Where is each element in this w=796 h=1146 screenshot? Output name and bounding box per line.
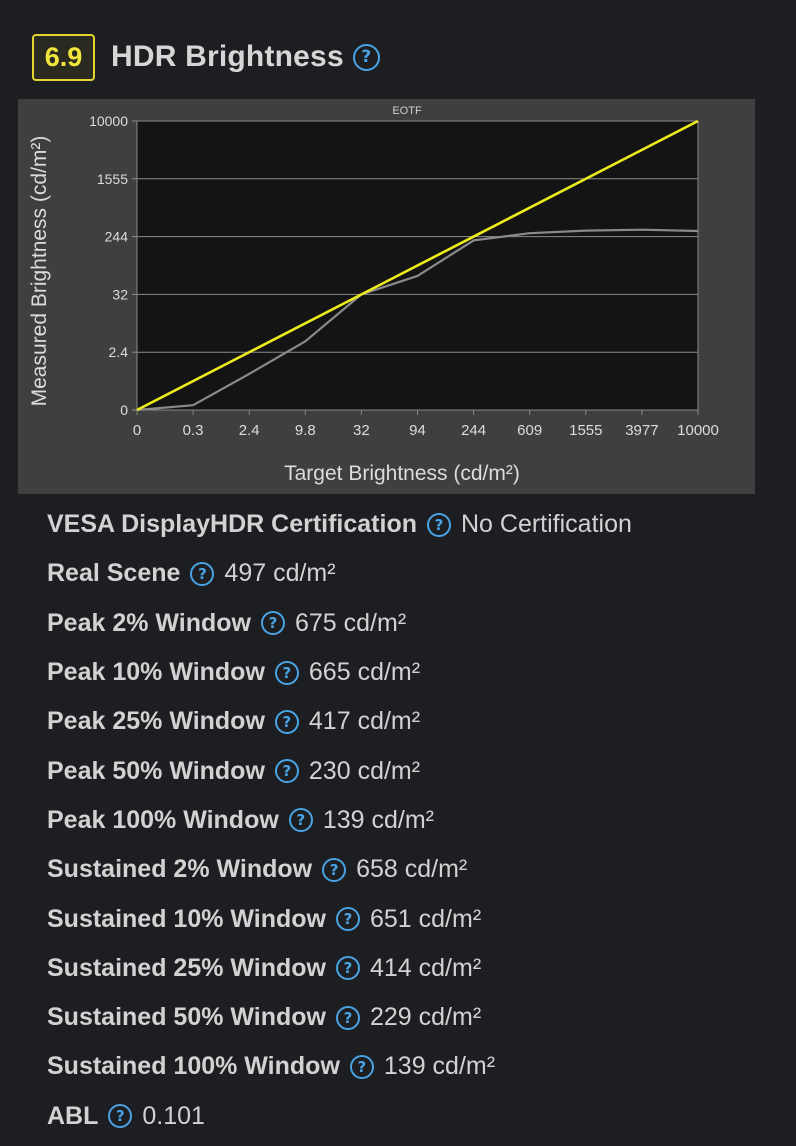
prop-label: VESA DisplayHDR Certification (47, 510, 417, 539)
y-axis-label: Measured Brightness (cd/m²) (28, 136, 51, 407)
prop-row-sustained-2: Sustained 2% Window ? 658 cd/m² (47, 845, 632, 894)
y-tick-label: 1555 (97, 171, 128, 187)
prop-label: Sustained 10% Window (47, 904, 326, 933)
prop-label: Sustained 2% Window (47, 855, 313, 884)
x-tick-label: 0 (133, 422, 141, 439)
prop-value: 139 cd/m² (383, 1052, 496, 1081)
prop-row-peak-2: Peak 2% Window ? 675 cd/m² (47, 599, 632, 648)
help-icon[interactable]: ? (335, 907, 360, 932)
y-tick-label: 32 (112, 286, 128, 302)
prop-value: 658 cd/m² (356, 855, 468, 884)
prop-label: Peak 50% Window (47, 756, 265, 785)
prop-value: 651 cd/m² (369, 904, 482, 933)
prop-label: Sustained 50% Window (47, 1003, 326, 1032)
prop-value: No Certification (460, 510, 632, 539)
prop-row-abl: ABL ? 0.101 (47, 1092, 632, 1141)
help-icon[interactable]: ? (274, 759, 299, 784)
help-icon[interactable]: ? (352, 43, 380, 71)
prop-value: 139 cd/m² (322, 805, 434, 834)
prop-value: 230 cd/m² (308, 756, 421, 785)
prop-label: Peak 25% Window (47, 707, 265, 736)
x-tick-label: 3977 (625, 422, 658, 439)
y-tick-label: 2.4 (109, 344, 129, 360)
prop-value: 414 cd/m² (369, 953, 482, 982)
x-tick-label: 609 (517, 422, 542, 439)
y-tick-label: 0 (120, 402, 128, 418)
help-icon[interactable]: ? (108, 1104, 133, 1129)
chart-title: EOTF (392, 105, 422, 117)
prop-row-real-scene: Real Scene ? 497 cd/m² (47, 549, 632, 598)
eotf-chart: 0 2.4 32 244 1555 10000 0 0.3 2.4 9.8 32 94 244 609 15… (18, 99, 755, 494)
prop-label: Peak 10% Window (47, 658, 265, 687)
x-tick-label: 2.4 (239, 422, 260, 439)
prop-row-peak-25: Peak 25% Window ? 417 cd/m² (47, 697, 632, 746)
help-icon[interactable]: ? (322, 857, 347, 882)
x-tick-label: 1555 (569, 422, 602, 439)
x-axis-label: Target Brightness (cd/m²) (284, 462, 520, 485)
help-icon[interactable]: ? (349, 1054, 374, 1079)
help-icon[interactable]: ? (335, 956, 360, 981)
measured-eotf-line (136, 228, 699, 412)
section-header: 6.9 HDR Brightness ? (32, 33, 380, 81)
prop-row-sustained-10: Sustained 10% Window ? 651 cd/m² (47, 894, 632, 943)
eotf-chart-svg: 0 2.4 32 244 1555 10000 0 0.3 2.4 9.8 32 94 244 609 15… (28, 105, 719, 485)
prop-row-peak-10: Peak 10% Window ? 665 cd/m² (47, 648, 632, 697)
prop-row-sustained-100: Sustained 100% Window ? 139 cd/m² (47, 1042, 632, 1091)
prop-row-sustained-25: Sustained 25% Window ? 414 cd/m² (47, 944, 632, 993)
prop-value: 675 cd/m² (295, 608, 407, 637)
prop-label: Real Scene (47, 559, 181, 588)
prop-label: Sustained 100% Window (47, 1052, 340, 1081)
prop-label: ABL (47, 1101, 99, 1130)
help-icon[interactable]: ? (426, 512, 451, 537)
prop-row-peak-100: Peak 100% Window ? 139 cd/m² (47, 796, 632, 845)
y-tick-label: 244 (105, 229, 129, 245)
prop-label: Peak 100% Window (47, 805, 279, 834)
prop-value: 497 cd/m² (224, 559, 336, 588)
prop-value: 229 cd/m² (369, 1003, 482, 1032)
prop-label: Sustained 25% Window (47, 953, 326, 982)
prop-value: 0.101 (142, 1101, 205, 1130)
score-badge: 6.9 (32, 33, 95, 81)
x-tick-label: 244 (461, 422, 486, 439)
x-tick-label: 0.3 (183, 422, 204, 439)
section-title: HDR Brightness (111, 40, 344, 73)
x-tick-label: 9.8 (295, 422, 316, 439)
prop-row-peak-50: Peak 50% Window ? 230 cd/m² (47, 746, 632, 795)
prop-row-vesa-certification: VESA DisplayHDR Certification ? No Certi… (47, 500, 632, 549)
help-icon[interactable]: ? (335, 1005, 360, 1030)
help-icon[interactable]: ? (190, 561, 215, 586)
prop-value: 417 cd/m² (308, 707, 421, 736)
help-icon[interactable]: ? (274, 660, 299, 685)
help-icon[interactable]: ? (261, 611, 285, 636)
x-tick-label: 94 (409, 422, 426, 439)
prop-row-sustained-50: Sustained 50% Window ? 229 cd/m² (47, 993, 632, 1042)
prop-label: Peak 2% Window (47, 608, 251, 637)
prop-value: 665 cd/m² (308, 658, 421, 687)
properties-list: VESA DisplayHDR Certification ? No Certi… (47, 500, 632, 1141)
help-icon[interactable]: ? (274, 709, 299, 734)
y-tick-label: 10000 (89, 113, 128, 129)
x-tick-label: 32 (353, 422, 370, 439)
target-eotf-line (136, 119, 699, 412)
x-tick-label: 10000 (677, 422, 719, 439)
help-icon[interactable]: ? (288, 808, 313, 833)
